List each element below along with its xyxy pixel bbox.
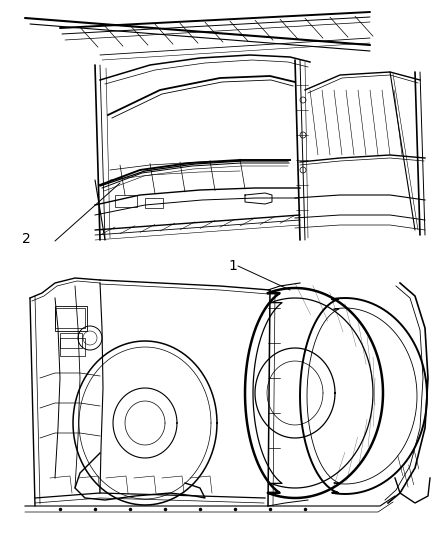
Bar <box>60 333 82 348</box>
Bar <box>55 308 85 328</box>
Text: 1: 1 <box>228 259 237 273</box>
Bar <box>55 306 87 331</box>
Text: 2: 2 <box>22 232 31 246</box>
Bar <box>145 198 163 208</box>
Bar <box>115 195 137 207</box>
Bar <box>60 338 85 356</box>
